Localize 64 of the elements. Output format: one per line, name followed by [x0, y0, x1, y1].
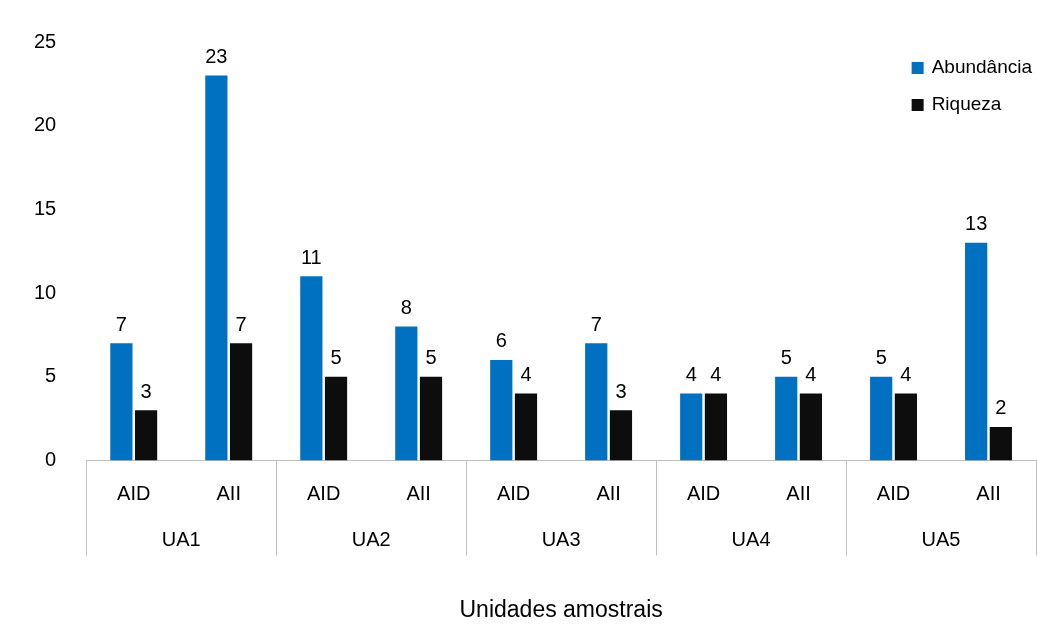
- y-tick-label: 10: [34, 280, 57, 303]
- bar: [680, 393, 703, 461]
- bar: [110, 343, 133, 461]
- data-label: 7: [590, 312, 602, 335]
- data-label: 4: [710, 362, 722, 385]
- x-tick-label: AII: [406, 481, 431, 504]
- x-axis-title: Unidades amostrais: [459, 595, 663, 622]
- data-label: 8: [400, 296, 412, 319]
- text: UA4: [731, 527, 771, 550]
- bar: [775, 376, 798, 461]
- data-label: 4: [520, 362, 532, 385]
- bar: [894, 393, 917, 461]
- bar: [965, 242, 988, 461]
- bar: [490, 359, 513, 461]
- x-tick-label: AID: [686, 481, 721, 504]
- data-label: 4: [805, 362, 817, 385]
- y-tick-label: 20: [34, 113, 57, 136]
- bar: [419, 376, 443, 461]
- data-label: 5: [330, 346, 342, 369]
- bar: [300, 276, 323, 461]
- data-label: 3: [615, 379, 627, 402]
- bar: [585, 343, 608, 461]
- text: UA1: [161, 527, 201, 550]
- legend-label: Abundância: [931, 56, 1033, 78]
- bar: [514, 393, 538, 461]
- bar: [205, 75, 228, 461]
- bar: [704, 393, 728, 461]
- bar: [989, 426, 1012, 461]
- y-tick-label: 5: [45, 364, 57, 387]
- y-tick-label: 15: [34, 196, 57, 219]
- data-label: 2: [995, 396, 1007, 419]
- bar: [870, 376, 893, 461]
- text: UA5: [921, 527, 961, 550]
- data-label: 13: [965, 212, 988, 235]
- bar: [395, 326, 418, 461]
- x-tick-label: AID: [496, 481, 531, 504]
- data-label: 4: [685, 362, 697, 385]
- legend-label: Riqueza: [931, 93, 1002, 115]
- text: UA3: [541, 527, 581, 550]
- x-tick-label: AID: [876, 481, 911, 504]
- y-tick-label: 25: [34, 29, 57, 52]
- data-label: 5: [425, 346, 437, 369]
- data-label: 3: [140, 379, 152, 402]
- x-tick-label: AID: [117, 481, 151, 504]
- data-label: 23: [205, 44, 228, 67]
- data-label: 7: [235, 312, 247, 335]
- x-tick-label: AII: [596, 481, 621, 504]
- data-label: 11: [300, 245, 322, 268]
- data-label: 5: [780, 346, 792, 369]
- x-tick-label: AII: [216, 481, 241, 504]
- data-label: 5: [875, 346, 887, 369]
- data-label: 4: [900, 362, 912, 385]
- x-tick-label: AII: [976, 481, 1001, 504]
- y-tick-label: 0: [45, 447, 57, 470]
- data-label: 7: [115, 312, 127, 335]
- bar: [609, 410, 633, 461]
- bar: [229, 343, 253, 461]
- x-tick-label: AID: [307, 481, 341, 504]
- text: UA2: [351, 527, 391, 550]
- bar: [134, 410, 158, 461]
- data-label: 6: [495, 329, 507, 352]
- bar: [799, 393, 823, 461]
- bar: [324, 376, 348, 461]
- x-tick-label: AII: [786, 481, 811, 504]
